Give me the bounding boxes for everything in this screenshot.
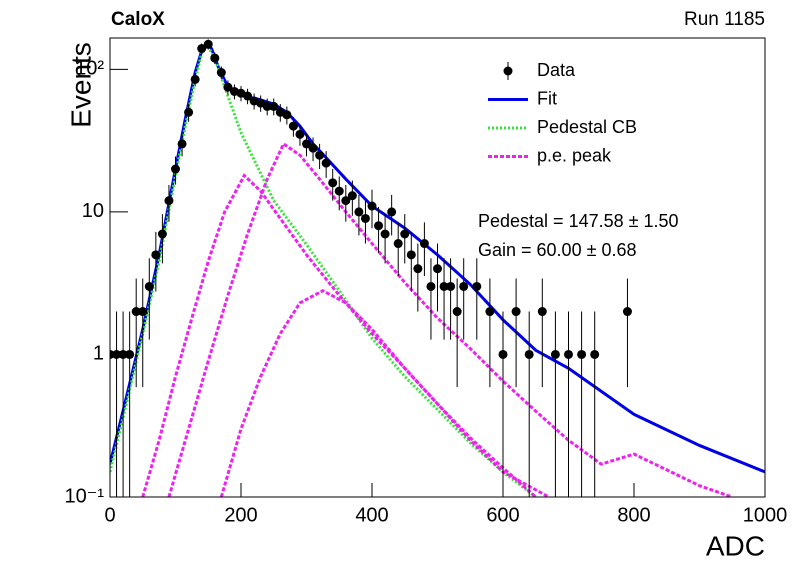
data-point: [400, 229, 410, 239]
x-axis-label: ADC: [706, 530, 765, 561]
data-point: [341, 196, 351, 206]
data-point: [393, 239, 403, 249]
data-point: [367, 201, 377, 211]
data-point: [524, 349, 534, 359]
data-point: [288, 121, 298, 131]
annotation: Gain = 60.00 ± 0.68: [478, 240, 637, 260]
data-point: [550, 349, 560, 359]
data-point: [282, 110, 292, 120]
data-point: [164, 196, 174, 206]
data-point: [321, 158, 331, 168]
legend-label: p.e. peak: [537, 145, 612, 165]
x-tick-label: 400: [355, 504, 388, 526]
data-point: [216, 68, 226, 78]
plot-frame: [109, 37, 766, 498]
x-tick-label: 0: [104, 504, 115, 526]
y-tick-label: 10⁻¹: [65, 485, 105, 507]
data-point: [315, 150, 325, 160]
data-point: [537, 307, 547, 317]
data-point: [347, 191, 357, 201]
y-axis-label: Events: [65, 42, 96, 128]
data-point: [419, 239, 429, 249]
data-point: [157, 229, 167, 239]
chart-title: CaloX: [111, 9, 165, 30]
x-tick-label: 800: [617, 504, 650, 526]
data-point: [511, 307, 521, 317]
data-point: [426, 281, 436, 291]
data-point: [590, 349, 600, 359]
x-tick-label: 1000: [743, 504, 788, 526]
legend-marker: [503, 66, 513, 76]
data-point: [125, 349, 135, 359]
data-point: [380, 229, 390, 239]
data-point: [413, 264, 423, 274]
data-point: [243, 91, 253, 101]
data-point: [406, 250, 416, 260]
data-point: [485, 307, 495, 317]
y-tick-label: 10: [82, 200, 104, 222]
data-point: [446, 281, 456, 291]
y-tick-label: 1: [93, 343, 104, 365]
plot-area: [110, 39, 765, 497]
annotation: Pedestal = 147.58 ± 1.50: [478, 211, 679, 231]
data-point: [210, 53, 220, 63]
x-tick-label: 200: [224, 504, 257, 526]
data-point: [144, 281, 154, 291]
data-point: [203, 39, 213, 49]
data-point: [302, 139, 311, 149]
data-point: [577, 349, 587, 359]
data-point: [177, 139, 187, 149]
data-point: [472, 281, 482, 291]
data-point: [112, 349, 122, 359]
data-point: [328, 178, 338, 188]
data-point: [171, 164, 180, 174]
y-tick-label: 10²: [75, 58, 104, 80]
curve: [219, 289, 550, 497]
data-point: [269, 101, 279, 111]
data-point: [308, 143, 318, 153]
legend-label: Data: [537, 60, 576, 80]
data-point: [374, 221, 384, 231]
x-tick-label: 600: [486, 504, 519, 526]
data-point: [433, 264, 442, 274]
data-point: [151, 250, 161, 260]
data-point: [131, 307, 141, 317]
data-point: [184, 107, 194, 117]
data-point: [190, 74, 200, 84]
data-point: [387, 207, 397, 217]
legend-label: Fit: [537, 88, 557, 108]
data-point: [197, 44, 207, 54]
data-point: [452, 307, 462, 317]
legend-label: Pedestal CB: [537, 117, 637, 137]
data-point: [138, 307, 148, 317]
data-point: [498, 349, 508, 359]
data-point: [118, 349, 128, 359]
data-point: [459, 281, 469, 291]
data-point: [262, 101, 272, 111]
data-point: [334, 186, 344, 196]
data-point: [295, 129, 305, 139]
data-point: [223, 82, 233, 92]
curve: [167, 141, 733, 497]
data-point: [439, 281, 449, 291]
chart-subtitle: Run 1185: [684, 9, 765, 30]
data-point: [622, 307, 632, 317]
data-point: [360, 213, 370, 223]
data-point: [354, 207, 364, 217]
curve: [141, 173, 538, 497]
data-point: [564, 349, 573, 359]
